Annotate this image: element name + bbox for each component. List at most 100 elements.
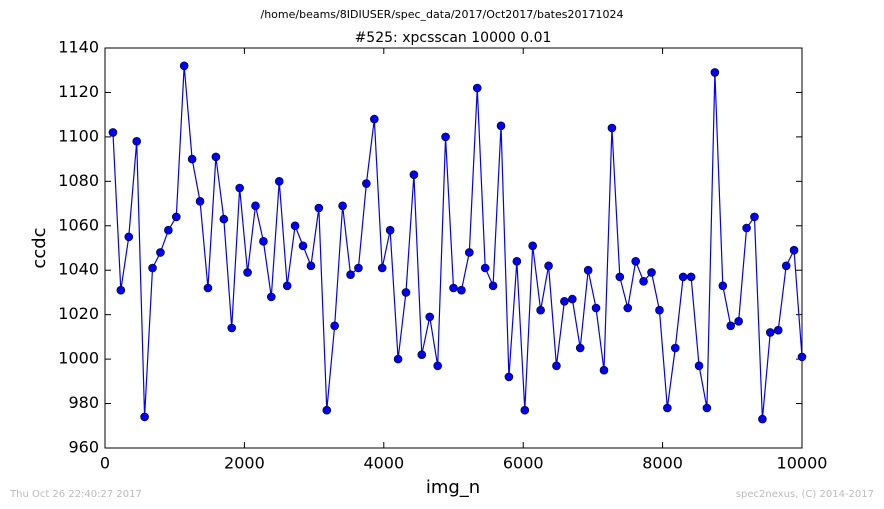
data-point (362, 179, 371, 188)
data-point (124, 232, 134, 242)
data-point (243, 268, 252, 277)
data-point (211, 152, 221, 162)
chart-subtitle: #525: xpcsscan 10000 0.01 (355, 30, 552, 46)
data-point (148, 263, 157, 273)
y-tick-label: 1080 (58, 171, 99, 190)
x-axis-label: img_n (426, 477, 480, 498)
data-point (591, 303, 601, 313)
data-point (164, 225, 173, 235)
data-point (172, 212, 181, 222)
data-point (385, 225, 395, 235)
x-tick-label: 0 (100, 454, 110, 473)
data-point (457, 285, 466, 295)
data-point (718, 281, 728, 291)
x-tick-label: 6000 (503, 454, 544, 473)
data-point (781, 261, 791, 271)
data-point (156, 248, 165, 257)
y-tick-label: 980 (68, 393, 99, 412)
data-point (425, 312, 435, 322)
y-tick-label: 1140 (58, 38, 99, 57)
data-point (306, 261, 316, 271)
data-point (702, 403, 712, 413)
data-point (227, 323, 237, 333)
data-point (789, 245, 799, 255)
data-point (726, 321, 735, 331)
data-point (472, 83, 482, 93)
data-point (346, 270, 355, 279)
data-point (267, 292, 276, 302)
data-point (274, 177, 284, 186)
data-point (116, 285, 126, 295)
data-point (615, 272, 625, 282)
data-point (504, 372, 514, 382)
data-point (465, 248, 474, 257)
data-point (449, 283, 458, 293)
data-point (575, 343, 585, 353)
data-point (560, 297, 569, 306)
data-point (259, 237, 268, 246)
data-point (647, 268, 656, 277)
data-point (441, 132, 450, 142)
data-point (322, 405, 332, 415)
data-point (536, 305, 545, 315)
y-tick-label: 1120 (58, 82, 99, 101)
data-point (203, 283, 213, 293)
data-point (393, 354, 403, 364)
data-point (377, 263, 387, 273)
data-point (354, 263, 363, 273)
data-point (568, 294, 577, 304)
y-tick-label: 1060 (58, 215, 99, 234)
data-point (290, 221, 300, 231)
data-point (520, 405, 530, 415)
data-point (599, 365, 609, 375)
y-tick-label: 1100 (58, 126, 99, 145)
data-point (750, 212, 759, 222)
data-point (607, 123, 617, 133)
data-point (282, 281, 292, 291)
data-point (370, 114, 379, 124)
y-tick-label: 960 (68, 438, 99, 457)
data-point (298, 241, 308, 251)
data-point (314, 203, 324, 213)
data-point (251, 201, 260, 211)
y-tick-label: 1020 (58, 304, 99, 323)
data-point (678, 272, 688, 282)
x-tick-label: 10000 (777, 454, 828, 473)
chart-title: /home/beams/8IDIUSER/spec_data/2017/Oct2… (261, 8, 624, 21)
data-point (670, 343, 680, 353)
data-point (742, 223, 751, 233)
y-tick-label: 1000 (58, 349, 99, 368)
data-point (409, 170, 419, 179)
data-point (663, 403, 672, 413)
data-point (401, 288, 411, 297)
data-point (235, 183, 244, 193)
data-point (179, 61, 189, 71)
data-point (583, 265, 593, 275)
data-point (734, 317, 743, 326)
data-point (512, 257, 522, 266)
data-point (219, 214, 229, 224)
data-point (552, 361, 561, 371)
timestamp: Thu Oct 26 22:40:27 2017 (9, 489, 142, 500)
data-point (544, 261, 553, 271)
data-point (797, 352, 807, 362)
data-point (108, 128, 118, 137)
x-tick-label: 8000 (642, 454, 683, 473)
data-point (195, 197, 205, 206)
data-point (140, 412, 149, 422)
data-point (338, 201, 347, 211)
data-point (686, 272, 696, 282)
credit: spec2nexus, (C) 2014-2017 (736, 489, 874, 500)
data-point (417, 350, 427, 359)
data-point (694, 361, 704, 371)
data-point (710, 68, 720, 77)
data-point (758, 414, 767, 424)
data-point (528, 241, 537, 251)
data-point (132, 137, 142, 146)
x-tick-label: 4000 (363, 454, 404, 473)
data-point (330, 321, 339, 331)
y-axis-label: ccdc (29, 227, 50, 268)
x-tick-label: 2000 (224, 454, 265, 473)
y-tick-label: 1040 (58, 260, 99, 279)
data-point (187, 154, 197, 164)
